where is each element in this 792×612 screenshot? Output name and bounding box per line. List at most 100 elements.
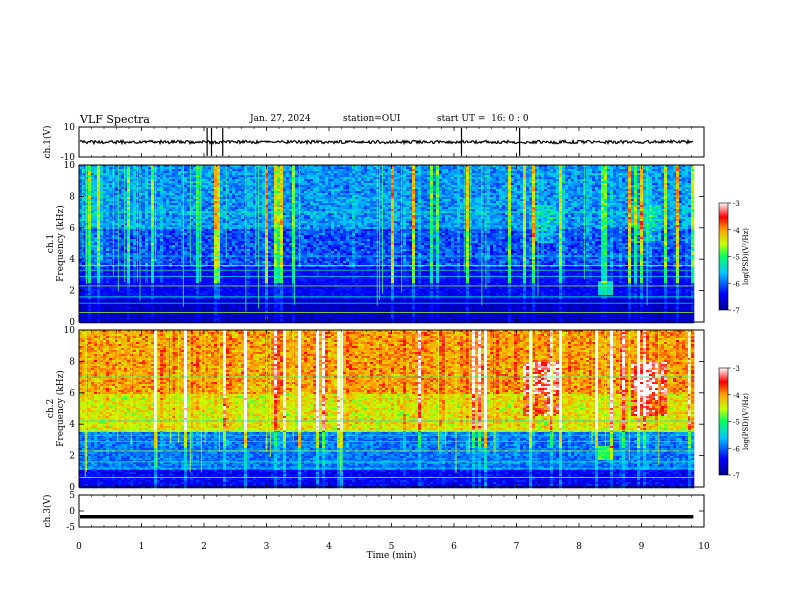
spectrogram-cell [220, 181, 223, 183]
spectrogram-cell [187, 307, 190, 309]
spectrogram-cell [166, 181, 169, 183]
spectrogram-cell [250, 287, 253, 289]
spectrogram-cell [106, 189, 109, 191]
spectrogram-cell [166, 173, 169, 175]
spectrogram-cell [268, 179, 271, 181]
spectrogram-cell [157, 223, 160, 225]
spectrogram-cell [94, 213, 97, 215]
spectrogram-cell [142, 253, 145, 255]
spectrogram-cell [145, 297, 148, 299]
spectrogram-cell [175, 315, 178, 317]
spectrogram-cell [94, 199, 97, 201]
spectrogram-cell [130, 187, 133, 189]
spectrogram-cell [121, 263, 124, 265]
spectrogram-cell [88, 313, 91, 315]
spectrogram-cell [190, 281, 193, 283]
spectrogram-cell [127, 315, 130, 317]
spectrogram-cell [214, 177, 217, 179]
spectrogram-cell [100, 235, 103, 237]
spectrogram-cell [169, 313, 172, 315]
spectrogram-cell [196, 247, 199, 249]
spectrogram-cell [103, 279, 106, 281]
spectrogram-cell [220, 263, 223, 265]
spectrogram-cell [97, 209, 100, 211]
spectrogram-cell [100, 223, 103, 225]
spectrogram-cell [160, 257, 163, 259]
spectrogram-cell [172, 229, 175, 231]
spectrogram-cell [109, 289, 112, 291]
spectrogram-cell [166, 291, 169, 293]
spectrogram-cell [163, 267, 166, 269]
spectrogram-cell [172, 189, 175, 191]
spectrogram-cell [127, 287, 130, 289]
spectrogram-cell [250, 177, 253, 179]
spectrogram-cell [91, 287, 94, 289]
spectrogram-cell [235, 167, 238, 169]
spectrogram-cell [94, 187, 97, 189]
spectrogram-cell [106, 171, 109, 173]
spectrogram-cell [109, 173, 112, 175]
spectrogram-cell [193, 193, 196, 195]
spectrogram-cell [100, 283, 103, 285]
spectrogram-cell [211, 271, 214, 273]
spectrogram-cell [214, 281, 217, 283]
spectrogram-cell [133, 185, 136, 187]
spectrogram-cell [172, 219, 175, 221]
spectrogram-cell [94, 307, 97, 309]
spectrogram-cell [247, 227, 250, 229]
spectrogram-cell [250, 259, 253, 261]
spectrogram-cell [100, 217, 103, 219]
spectrogram-cell [127, 291, 130, 293]
spectrogram-cell [142, 181, 145, 183]
spectrogram-cell [121, 239, 124, 241]
spectrogram-cell [94, 267, 97, 269]
spectrogram-cell [82, 291, 85, 293]
spectrogram-cell [175, 221, 178, 223]
spectrogram-cell [217, 247, 220, 249]
spectrogram-cell [127, 203, 130, 205]
spectrogram-cell [229, 237, 232, 239]
spectrogram-cell [244, 319, 247, 321]
spectrogram-cell [220, 305, 223, 307]
spectrogram-cell [106, 209, 109, 211]
spectrogram-cell [97, 181, 100, 183]
spectrogram-cell [196, 177, 199, 179]
spectrogram-cell [100, 305, 103, 307]
spectrogram-cell [121, 181, 124, 183]
spectrogram-cell [166, 169, 169, 171]
spectrogram-cell [181, 319, 184, 321]
spectrogram-cell [160, 247, 163, 249]
spectrogram-cell [241, 283, 244, 285]
spectrogram-cell [100, 215, 103, 217]
spectrogram-cell [160, 237, 163, 239]
spectrogram-cell [247, 257, 250, 259]
spectrogram-cell [106, 185, 109, 187]
spectrogram-cell [178, 245, 181, 247]
spectrogram-cell [241, 171, 244, 173]
spectrogram-cell [160, 181, 163, 183]
spectrogram-cell [133, 175, 136, 177]
spectrogram-cell [247, 235, 250, 237]
spectrogram-cell [187, 315, 190, 317]
spectrogram-cell [163, 281, 166, 283]
spectrogram-cell [196, 243, 199, 245]
spectrogram-cell [163, 317, 166, 319]
spectrogram-cell [235, 221, 238, 223]
spectrogram-cell [193, 169, 196, 171]
spectrogram-cell [238, 307, 241, 309]
spectrogram-cell [142, 215, 145, 217]
spectrogram-cell [214, 219, 217, 221]
spectrogram-cell [106, 195, 109, 197]
spectrogram-cell [262, 209, 265, 211]
spectrogram-cell [166, 297, 169, 299]
spectrogram-cell [142, 319, 145, 321]
spectrogram-cell [97, 263, 100, 265]
spectrogram-cell [163, 263, 166, 265]
spectrogram-cell [205, 193, 208, 195]
spectrogram-cell [205, 175, 208, 177]
spectrogram-cell [241, 201, 244, 203]
spectrogram-cell [232, 185, 235, 187]
spectrogram-cell [217, 215, 220, 217]
spectrogram-cell [139, 227, 142, 229]
spectrogram-cell [220, 247, 223, 249]
